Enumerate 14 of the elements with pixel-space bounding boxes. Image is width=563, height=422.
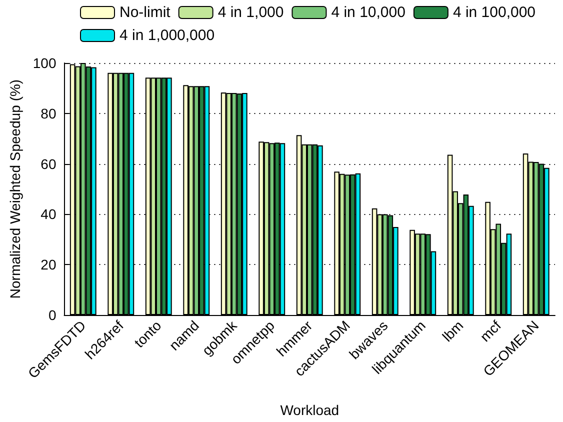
x-axis-title: Workload: [280, 402, 340, 418]
y-tick-label: 60: [40, 156, 56, 172]
y-tick-label: 80: [40, 105, 56, 122]
legend-label: No-limit: [120, 4, 172, 21]
y-tick-label: 100: [32, 55, 56, 71]
y-tick-label: 20: [40, 256, 56, 273]
y-tick-label: 0: [48, 307, 56, 323]
legend-label: 4 in 100,000: [452, 4, 536, 21]
x-tick-label: lbm: [439, 317, 466, 345]
legend-label: 4 in 10,000: [331, 4, 406, 21]
legend-label: 4 in 1,000: [218, 4, 284, 21]
legend-label: 4 in 1,000,000: [120, 27, 215, 44]
y-tick-label: 40: [40, 206, 56, 222]
y-axis-title: Normalized Weighted Speedup (%): [7, 79, 23, 299]
